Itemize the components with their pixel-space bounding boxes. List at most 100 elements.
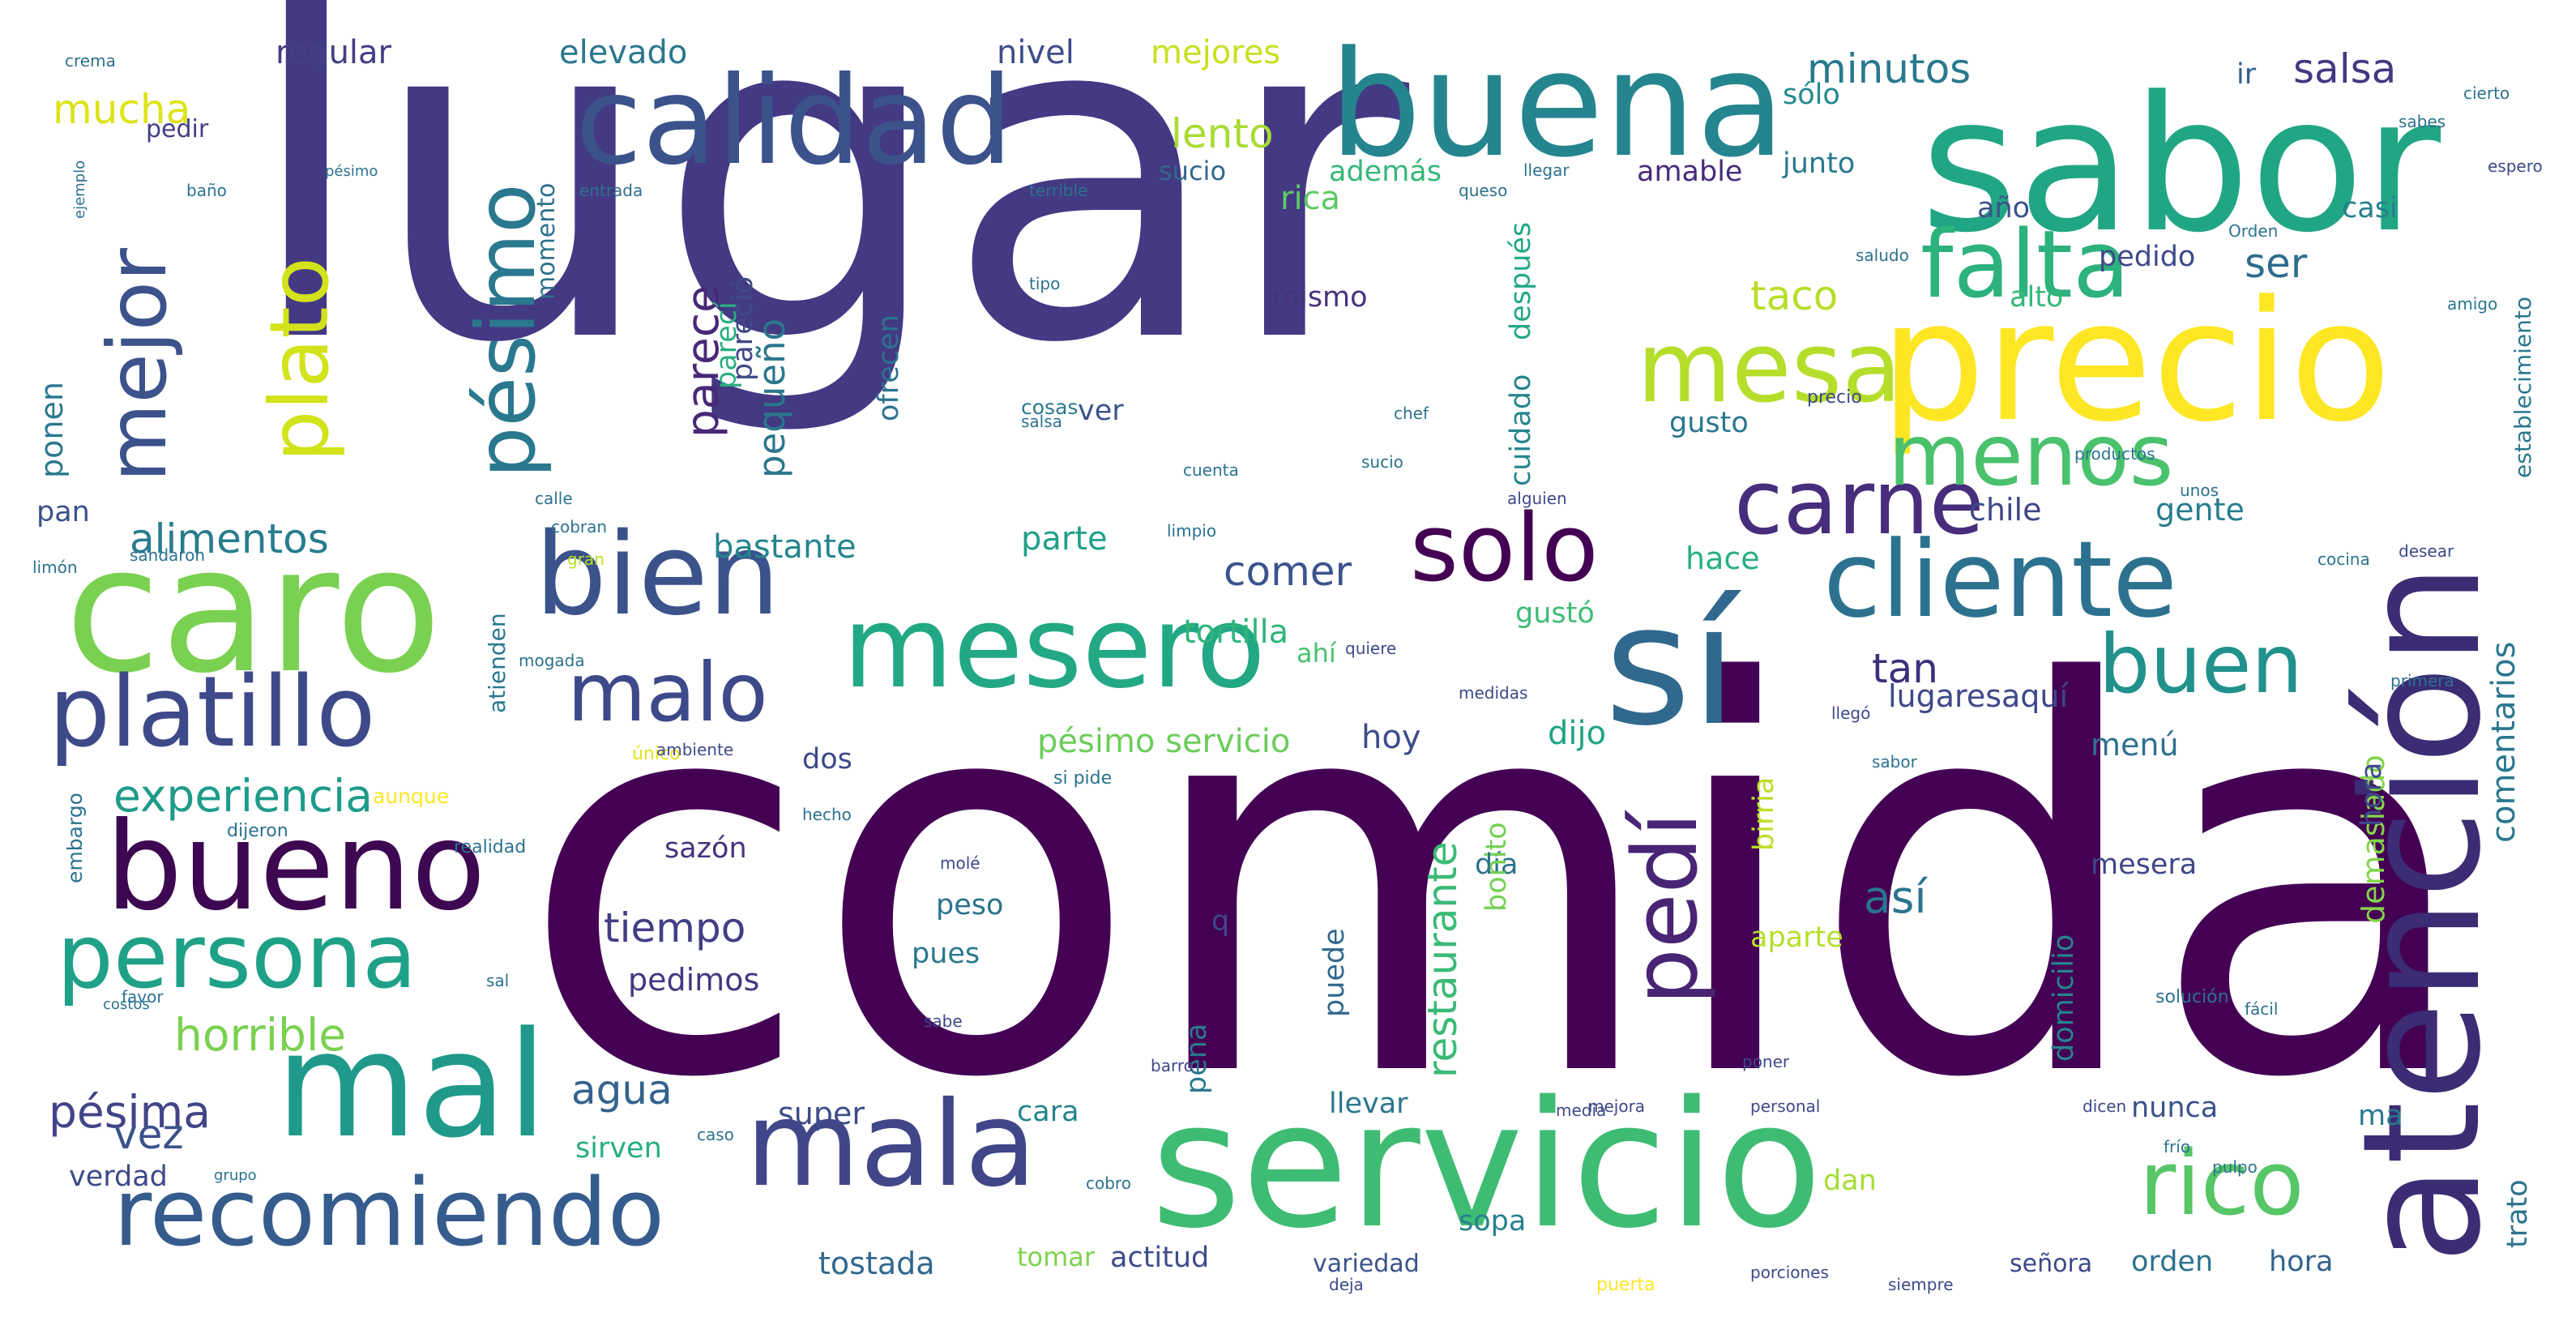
word-cloud-word: dijo bbox=[1548, 715, 1607, 752]
word-cloud-word: gente bbox=[2155, 492, 2245, 528]
word-cloud-word: ser bbox=[2245, 240, 2308, 287]
word-cloud-word: espero bbox=[2488, 156, 2543, 176]
word-cloud-word: alguien bbox=[1507, 489, 1567, 508]
word-cloud-word: precio bbox=[1807, 387, 1862, 408]
word-cloud-word: lugar bbox=[243, 0, 1410, 442]
word-cloud-word: menos bbox=[1888, 406, 2174, 505]
word-cloud-word: pedir bbox=[146, 115, 209, 143]
word-cloud-word: nivel bbox=[997, 34, 1074, 71]
word-cloud-word: platillo bbox=[49, 656, 376, 769]
word-cloud-word: Orden bbox=[2228, 221, 2279, 241]
word-cloud-word: media bbox=[1556, 1101, 1607, 1120]
word-cloud-word: salsa bbox=[2293, 45, 2397, 92]
word-cloud-word: lugaresaquí bbox=[1888, 678, 2069, 714]
word-cloud-word: aparte bbox=[1750, 921, 1843, 954]
word-cloud-word: terrible bbox=[1029, 181, 1088, 200]
word-cloud-word: sopa bbox=[1459, 1205, 1527, 1238]
word-cloud-word: ma bbox=[2358, 1100, 2403, 1132]
word-cloud-word: ponen bbox=[34, 382, 70, 478]
word-cloud-word: vez bbox=[113, 1111, 184, 1158]
word-cloud-word: hace bbox=[1685, 541, 1760, 576]
word-cloud-word: tomar bbox=[1017, 1242, 1096, 1272]
word-cloud-word: calle bbox=[535, 489, 573, 508]
word-cloud-word: sucio bbox=[1361, 452, 1403, 472]
word-cloud-word: buen bbox=[2099, 617, 2303, 712]
word-cloud-word: menú bbox=[2091, 727, 2179, 763]
word-cloud-word: establecimiento bbox=[2510, 296, 2536, 478]
word-cloud-word: calidad bbox=[575, 51, 1014, 192]
word-cloud-word: nunca bbox=[2131, 1092, 2219, 1124]
word-cloud-word: deja bbox=[1329, 1275, 1364, 1294]
word-cloud-word: bien bbox=[535, 509, 780, 641]
word-cloud-word: pareció bbox=[727, 276, 759, 381]
word-cloud-word: molé bbox=[940, 853, 980, 873]
word-cloud-word: parte bbox=[1021, 520, 1108, 558]
word-cloud-word: si pide bbox=[1053, 768, 1113, 789]
word-cloud-word: servicio bbox=[1151, 1063, 1823, 1267]
word-cloud-word: agua bbox=[571, 1067, 673, 1114]
word-cloud-word: precio bbox=[1880, 266, 2392, 459]
word-cloud-word: llevar bbox=[1329, 1088, 1408, 1120]
word-cloud-word: después bbox=[1505, 221, 1537, 340]
word-cloud-word: taco bbox=[1750, 272, 1839, 319]
word-cloud-word: hora bbox=[2356, 762, 2388, 827]
word-cloud-word: tortilla bbox=[1183, 613, 1289, 651]
word-cloud-word: orden bbox=[2131, 1246, 2214, 1278]
word-cloud-word: cobro bbox=[1086, 1174, 1131, 1193]
word-cloud-word: sólo bbox=[1783, 79, 1840, 111]
word-cloud-word: solo bbox=[1410, 494, 1599, 603]
word-cloud-word: queso bbox=[1459, 181, 1508, 200]
word-cloud-word: bonito bbox=[1480, 822, 1513, 912]
word-cloud-word: crema bbox=[65, 51, 116, 71]
word-cloud-word: mesa bbox=[1637, 312, 1902, 425]
word-cloud-word: costos bbox=[103, 996, 150, 1013]
word-cloud-word: llegó bbox=[1831, 703, 1871, 723]
word-cloud-word: minutos bbox=[1807, 45, 1972, 92]
word-cloud-word: ir bbox=[2236, 58, 2257, 91]
word-cloud-word: pésimo bbox=[325, 163, 378, 180]
word-cloud-word: porciones bbox=[1750, 1263, 1829, 1282]
word-cloud-word: grupo bbox=[214, 1167, 257, 1184]
word-cloud-word: mala bbox=[745, 1076, 1037, 1213]
word-cloud-word: barro bbox=[1151, 1056, 1194, 1075]
word-cloud-word: sabes bbox=[2399, 112, 2446, 131]
word-cloud-word: quiere bbox=[1345, 639, 1397, 658]
word-cloud-word: sucio bbox=[1159, 156, 1227, 186]
word-cloud-word: rica bbox=[1280, 180, 1341, 217]
word-cloud-word: cosas bbox=[1021, 395, 1079, 419]
word-cloud-word: buena bbox=[1329, 20, 1786, 190]
word-cloud-word: comentarios bbox=[2485, 641, 2523, 843]
word-cloud-word: experiencia bbox=[113, 770, 373, 822]
word-cloud-word: gusto bbox=[1669, 407, 1749, 439]
word-cloud-word: bueno bbox=[105, 797, 486, 938]
word-cloud-word: mejores bbox=[1151, 34, 1281, 71]
word-cloud-word: entrada bbox=[579, 181, 643, 200]
word-cloud-word: limpio bbox=[1167, 521, 1217, 541]
word-cloud-word: pésimo servicio bbox=[1037, 723, 1291, 760]
word-cloud-word: casi bbox=[2342, 192, 2398, 224]
word-cloud-word: pan bbox=[36, 496, 90, 528]
word-cloud-word: q bbox=[1211, 905, 1230, 938]
word-cloud-word: puerta bbox=[1596, 1275, 1655, 1295]
word-cloud-word: primera bbox=[2390, 671, 2454, 690]
word-cloud-word: tan bbox=[1872, 645, 1938, 692]
word-cloud-word: momento bbox=[532, 182, 561, 300]
word-cloud-word: dicen bbox=[2083, 1097, 2127, 1116]
word-cloud-word: ahí bbox=[1297, 638, 1336, 669]
word-cloud-word: mal bbox=[276, 1001, 548, 1170]
word-cloud-word: día bbox=[1475, 849, 1519, 881]
word-cloud-word: restaurante bbox=[1419, 841, 1466, 1078]
word-cloud-word: birria bbox=[1748, 776, 1780, 851]
word-cloud-word: domicilio bbox=[2048, 934, 2080, 1062]
word-cloud-word: siempre bbox=[1888, 1275, 1954, 1294]
word-cloud-word: recomiendo bbox=[113, 1159, 665, 1268]
word-cloud-word: sirven bbox=[575, 1132, 662, 1165]
word-cloud-word: super bbox=[778, 1096, 865, 1131]
word-cloud-word: junto bbox=[1783, 147, 1856, 180]
word-cloud-word: persona bbox=[57, 904, 417, 1008]
word-cloud-word: cuenta bbox=[1183, 460, 1239, 480]
word-cloud-word: saludo bbox=[1856, 246, 1909, 265]
word-cloud-word: bastante bbox=[713, 528, 857, 566]
word-cloud-word: caro bbox=[65, 508, 442, 712]
word-cloud-word: rico bbox=[2139, 1131, 2305, 1235]
